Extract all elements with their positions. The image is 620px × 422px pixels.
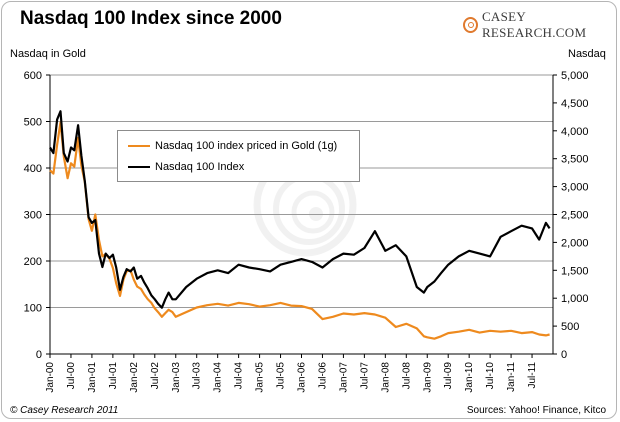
left-tick-label: 600 bbox=[24, 70, 42, 82]
legend-item-gold: Nasdaq 100 index priced in Gold (1g) bbox=[128, 140, 337, 152]
left-tick-label: 500 bbox=[24, 117, 42, 129]
right-tick-label: 2,500 bbox=[561, 210, 589, 222]
x-tick-label: Jan-06 bbox=[297, 362, 308, 393]
x-tick-label: Jul-02 bbox=[150, 362, 161, 390]
left-axis-title: Nasdaq in Gold bbox=[10, 48, 86, 60]
x-tick-label: Jul-10 bbox=[485, 362, 496, 390]
x-tick-label: Jul-05 bbox=[276, 362, 287, 390]
sources-text: Sources: Yahoo! Finance, Kitco bbox=[466, 405, 606, 416]
x-tick-label: Jan-00 bbox=[45, 362, 56, 393]
right-tick-label: 1,000 bbox=[561, 293, 589, 305]
left-tick-label: 0 bbox=[36, 349, 42, 361]
x-tick-label: Jul-08 bbox=[401, 362, 412, 390]
x-tick-label: Jan-03 bbox=[171, 362, 182, 393]
logo-text: CASEY RESEARCH.COM bbox=[481, 9, 587, 40]
x-tick-label: Jan-05 bbox=[255, 362, 266, 393]
left-tick-label: 400 bbox=[24, 163, 42, 175]
right-tick-label: 0 bbox=[561, 349, 567, 361]
x-tick-label: Jan-07 bbox=[338, 362, 349, 393]
left-tick-label: 100 bbox=[24, 303, 42, 315]
legend-label-gold: Nasdaq 100 index priced in Gold (1g) bbox=[155, 140, 338, 152]
right-tick-label: 500 bbox=[561, 321, 579, 333]
right-tick-label: 2,000 bbox=[561, 237, 589, 249]
x-tick-label: Jan-08 bbox=[380, 362, 391, 393]
x-tick-label: Jan-02 bbox=[129, 362, 140, 393]
right-tick-label: 1,500 bbox=[561, 265, 589, 277]
chart-legend: Nasdaq 100 index priced in Gold (1g) Nas… bbox=[117, 130, 360, 182]
x-tick-label: Jul-11 bbox=[527, 362, 538, 389]
x-tick-label: Jul-09 bbox=[443, 362, 454, 390]
legend-label-index: Nasdaq 100 Index bbox=[155, 161, 245, 173]
right-tick-label: 5,000 bbox=[561, 70, 589, 82]
x-tick-label: Jan-01 bbox=[87, 362, 98, 393]
x-tick-label: Jul-06 bbox=[317, 362, 328, 390]
x-tick-label: Jan-11 bbox=[506, 362, 517, 392]
legend-item-index: Nasdaq 100 Index bbox=[128, 161, 244, 173]
legend-swatch-index bbox=[128, 165, 150, 169]
x-tick-label: Jul-07 bbox=[359, 362, 370, 390]
x-tick-label: Jul-03 bbox=[192, 362, 203, 390]
x-tick-label: Jan-10 bbox=[464, 362, 475, 393]
nasdaq-series-line bbox=[49, 110, 551, 309]
x-tick-label: Jul-01 bbox=[108, 362, 119, 390]
casey-research-logo: CASEY RESEARCH.COM bbox=[463, 9, 620, 41]
right-tick-label: 4,000 bbox=[561, 126, 589, 138]
left-tick-label: 300 bbox=[24, 210, 42, 222]
right-axis-title: Nasdaq bbox=[568, 48, 606, 60]
x-tick-label: Jul-00 bbox=[66, 362, 77, 390]
x-tick-label: Jul-04 bbox=[234, 362, 245, 390]
right-tick-label: 4,500 bbox=[561, 98, 589, 110]
copyright-text: © Casey Research 2011 bbox=[10, 405, 119, 416]
right-tick-label: 3,500 bbox=[561, 154, 589, 166]
x-tick-label: Jan-09 bbox=[422, 362, 433, 393]
chart-title: Nasdaq 100 Index since 2000 bbox=[20, 8, 282, 29]
x-tick-label: Jan-04 bbox=[213, 362, 224, 393]
spiral-logo-icon bbox=[463, 17, 478, 33]
right-tick-label: 3,000 bbox=[561, 182, 589, 194]
left-tick-label: 200 bbox=[24, 256, 42, 268]
legend-swatch-gold bbox=[128, 144, 150, 148]
